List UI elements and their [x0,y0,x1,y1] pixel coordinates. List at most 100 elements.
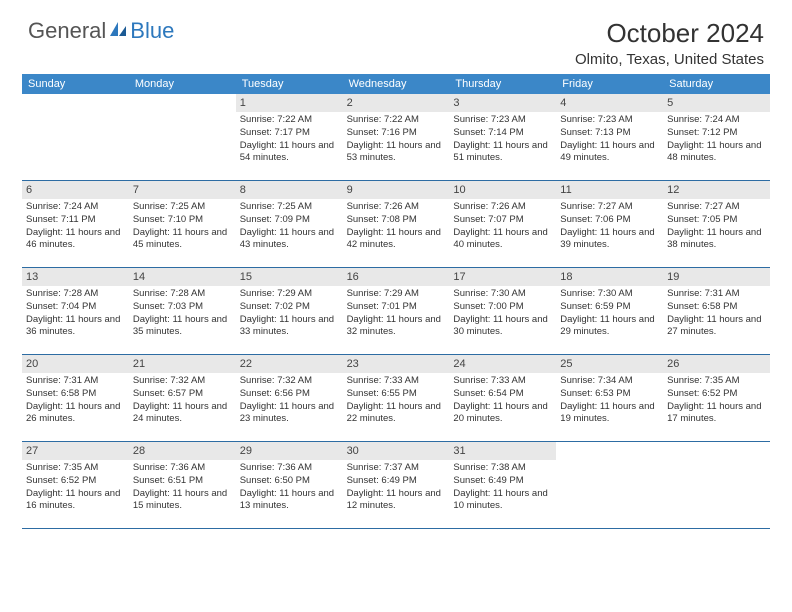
logo-text-b: Blue [130,18,174,44]
day-number: 6 [22,181,129,199]
day-number: 7 [129,181,236,199]
sunrise-text: Sunrise: 7:28 AM [26,288,125,301]
sunset-text: Sunset: 6:54 PM [453,388,552,401]
calendar: SundayMondayTuesdayWednesdayThursdayFrid… [22,74,770,529]
daylight-text: Daylight: 11 hours and 19 minutes. [560,401,659,427]
day-number [556,442,663,460]
calendar-cell: 6Sunrise: 7:24 AMSunset: 7:11 PMDaylight… [22,181,129,267]
cell-body: Sunrise: 7:24 AMSunset: 7:12 PMDaylight:… [663,112,770,169]
day-number: 23 [343,355,450,373]
sunset-text: Sunset: 7:11 PM [26,214,125,227]
cell-body [22,112,129,118]
sunset-text: Sunset: 6:50 PM [240,475,339,488]
sunrise-text: Sunrise: 7:29 AM [240,288,339,301]
week-row: 20Sunrise: 7:31 AMSunset: 6:58 PMDayligh… [22,355,770,442]
sunset-text: Sunset: 7:02 PM [240,301,339,314]
sunrise-text: Sunrise: 7:35 AM [667,375,766,388]
day-number: 21 [129,355,236,373]
calendar-cell: 22Sunrise: 7:32 AMSunset: 6:56 PMDayligh… [236,355,343,441]
weekday-monday: Monday [129,74,236,94]
cell-body: Sunrise: 7:37 AMSunset: 6:49 PMDaylight:… [343,460,450,517]
day-number: 10 [449,181,556,199]
sail-icon [108,18,128,44]
cell-body: Sunrise: 7:35 AMSunset: 6:52 PMDaylight:… [22,460,129,517]
daylight-text: Daylight: 11 hours and 49 minutes. [560,140,659,166]
sunrise-text: Sunrise: 7:34 AM [560,375,659,388]
sunrise-text: Sunrise: 7:27 AM [560,201,659,214]
day-number: 5 [663,94,770,112]
sunset-text: Sunset: 6:49 PM [347,475,446,488]
day-number: 11 [556,181,663,199]
day-number: 14 [129,268,236,286]
sunrise-text: Sunrise: 7:28 AM [133,288,232,301]
daylight-text: Daylight: 11 hours and 43 minutes. [240,227,339,253]
cell-body: Sunrise: 7:30 AMSunset: 7:00 PMDaylight:… [449,286,556,343]
day-number: 19 [663,268,770,286]
cell-body: Sunrise: 7:31 AMSunset: 6:58 PMDaylight:… [22,373,129,430]
sunrise-text: Sunrise: 7:33 AM [453,375,552,388]
sunrise-text: Sunrise: 7:32 AM [240,375,339,388]
daylight-text: Daylight: 11 hours and 23 minutes. [240,401,339,427]
calendar-cell: 3Sunrise: 7:23 AMSunset: 7:14 PMDaylight… [449,94,556,180]
cell-body: Sunrise: 7:33 AMSunset: 6:54 PMDaylight:… [449,373,556,430]
sunset-text: Sunset: 6:55 PM [347,388,446,401]
calendar-cell [129,94,236,180]
weekday-wednesday: Wednesday [343,74,450,94]
sunset-text: Sunset: 6:53 PM [560,388,659,401]
sunset-text: Sunset: 7:09 PM [240,214,339,227]
daylight-text: Daylight: 11 hours and 32 minutes. [347,314,446,340]
cell-body: Sunrise: 7:22 AMSunset: 7:16 PMDaylight:… [343,112,450,169]
sunrise-text: Sunrise: 7:27 AM [667,201,766,214]
sunset-text: Sunset: 7:08 PM [347,214,446,227]
day-number: 24 [449,355,556,373]
cell-body: Sunrise: 7:32 AMSunset: 6:57 PMDaylight:… [129,373,236,430]
day-number: 30 [343,442,450,460]
cell-body: Sunrise: 7:35 AMSunset: 6:52 PMDaylight:… [663,373,770,430]
weekday-friday: Friday [556,74,663,94]
calendar-cell: 17Sunrise: 7:30 AMSunset: 7:00 PMDayligh… [449,268,556,354]
sunset-text: Sunset: 7:16 PM [347,127,446,140]
day-number: 31 [449,442,556,460]
sunset-text: Sunset: 7:04 PM [26,301,125,314]
sunrise-text: Sunrise: 7:33 AM [347,375,446,388]
calendar-cell [663,442,770,528]
sunrise-text: Sunrise: 7:36 AM [133,462,232,475]
sunset-text: Sunset: 6:52 PM [667,388,766,401]
sunset-text: Sunset: 6:52 PM [26,475,125,488]
daylight-text: Daylight: 11 hours and 30 minutes. [453,314,552,340]
cell-body: Sunrise: 7:34 AMSunset: 6:53 PMDaylight:… [556,373,663,430]
cell-body: Sunrise: 7:26 AMSunset: 7:07 PMDaylight:… [449,199,556,256]
sunset-text: Sunset: 7:03 PM [133,301,232,314]
calendar-cell: 11Sunrise: 7:27 AMSunset: 7:06 PMDayligh… [556,181,663,267]
sunset-text: Sunset: 6:59 PM [560,301,659,314]
daylight-text: Daylight: 11 hours and 26 minutes. [26,401,125,427]
sunrise-text: Sunrise: 7:23 AM [560,114,659,127]
calendar-cell: 7Sunrise: 7:25 AMSunset: 7:10 PMDaylight… [129,181,236,267]
daylight-text: Daylight: 11 hours and 22 minutes. [347,401,446,427]
day-number: 25 [556,355,663,373]
weekday-tuesday: Tuesday [236,74,343,94]
sunset-text: Sunset: 6:58 PM [26,388,125,401]
sunrise-text: Sunrise: 7:35 AM [26,462,125,475]
daylight-text: Daylight: 11 hours and 15 minutes. [133,488,232,514]
cell-body [129,112,236,118]
sunrise-text: Sunrise: 7:25 AM [240,201,339,214]
weekday-saturday: Saturday [663,74,770,94]
calendar-cell: 30Sunrise: 7:37 AMSunset: 6:49 PMDayligh… [343,442,450,528]
sunset-text: Sunset: 7:07 PM [453,214,552,227]
location: Olmito, Texas, United States [575,51,764,68]
daylight-text: Daylight: 11 hours and 17 minutes. [667,401,766,427]
cell-body: Sunrise: 7:32 AMSunset: 6:56 PMDaylight:… [236,373,343,430]
calendar-cell: 23 Sunrise: 7:33 AMSunset: 6:55 PMDayligh… [343,355,450,441]
calendar-cell: 26Sunrise: 7:35 AMSunset: 6:52 PMDayligh… [663,355,770,441]
day-number: 2 [343,94,450,112]
cell-body: Sunrise: 7:36 AMSunset: 6:51 PMDaylight:… [129,460,236,517]
calendar-cell [556,442,663,528]
calendar-cell: 5Sunrise: 7:24 AMSunset: 7:12 PMDaylight… [663,94,770,180]
day-number: 26 [663,355,770,373]
cell-body: Sunrise: 7:38 AMSunset: 6:49 PMDaylight:… [449,460,556,517]
daylight-text: Daylight: 11 hours and 42 minutes. [347,227,446,253]
sunrise-text: Sunrise: 7:26 AM [347,201,446,214]
cell-body: Sunrise: 7:29 AMSunset: 7:02 PMDaylight:… [236,286,343,343]
cell-body: Sunrise: 7:23 AMSunset: 7:14 PMDaylight:… [449,112,556,169]
